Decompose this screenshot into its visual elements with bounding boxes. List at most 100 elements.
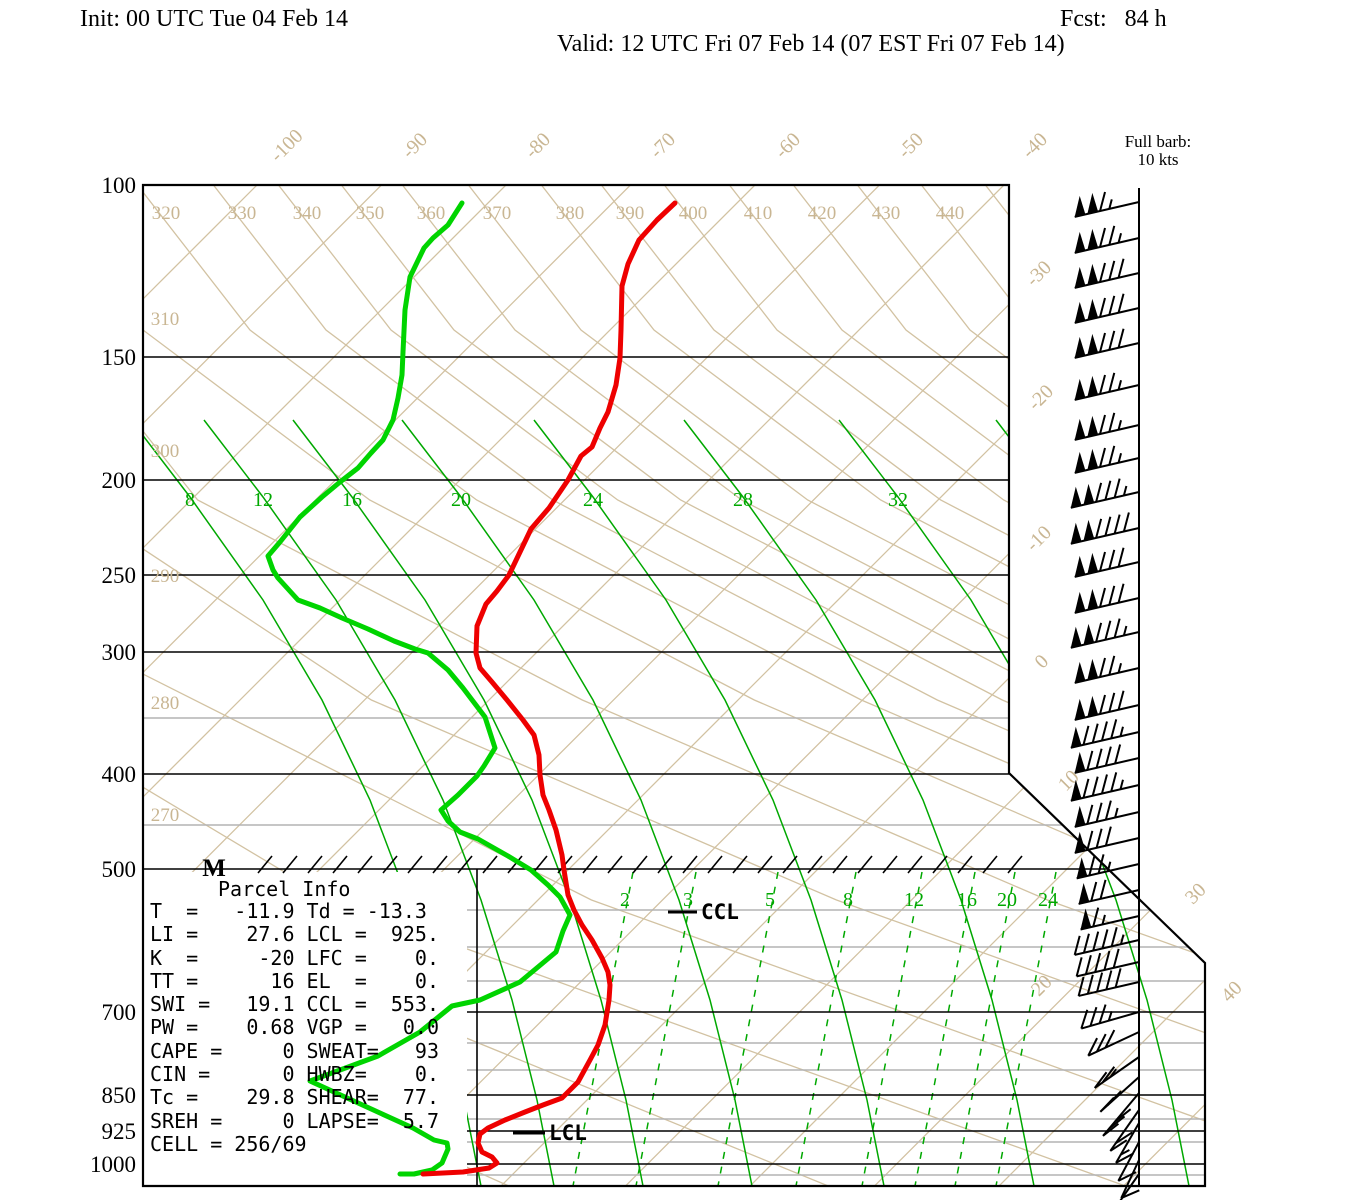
wind-barb <box>1087 1029 1140 1057</box>
wind-barb <box>1074 744 1140 774</box>
wind-barb <box>1070 478 1140 509</box>
forecast-hour-label: Fcst: 84 h <box>1060 6 1167 32</box>
dry-adiabat-label: 410 <box>744 203 773 224</box>
dry-adiabat-label: 330 <box>228 203 257 224</box>
dry-adiabat-label: 380 <box>556 203 585 224</box>
pressure-tick-label: 400 <box>102 762 137 787</box>
wind-barb <box>1074 547 1140 578</box>
isotherm-label: 20 <box>1027 971 1057 1001</box>
parcel-info-panel: Parcel Info T = -11.9 Td = -13.3 LI = 27… <box>150 878 480 1156</box>
isotherm-label: -60 <box>771 129 805 163</box>
wind-barb <box>1115 1122 1140 1164</box>
dry-adiabat-label: 420 <box>808 203 837 224</box>
dry-adiabat-label: 350 <box>356 203 385 224</box>
isotherm-label: 0 <box>1030 650 1053 673</box>
wind-barb <box>1074 412 1140 441</box>
wind-barb <box>1109 1109 1140 1152</box>
isotherm-label: -50 <box>894 129 928 163</box>
wind-barb <box>1077 968 1140 997</box>
dry-adiabat-label: 310 <box>151 309 180 330</box>
moist-adiabat-label: 16 <box>342 489 362 511</box>
barb-legend-line2: 10 kts <box>1137 150 1179 169</box>
dry-adiabat-label: 390 <box>616 203 645 224</box>
isotherm-label: -100 <box>266 125 307 166</box>
wind-barb <box>1074 328 1140 359</box>
isotherm-label: -10 <box>1022 522 1056 556</box>
isotherm-label: -30 <box>1022 257 1056 291</box>
wind-barb <box>1070 512 1140 545</box>
wind-barb <box>1074 826 1140 854</box>
mixing-ratio-label: 2 <box>620 889 630 911</box>
wind-barb <box>1070 772 1140 802</box>
moist-adiabat-label: 32 <box>888 489 908 511</box>
wind-barb <box>1074 258 1140 289</box>
mixing-ratio-label: 8 <box>843 889 853 911</box>
init-time-label: Init: 00 UTC Tue 04 Feb 14 <box>80 6 349 32</box>
moist-adiabat-label: 24 <box>583 489 603 511</box>
isotherm-label: 40 <box>1217 977 1247 1007</box>
wind-barb <box>1073 927 1140 956</box>
wind-barb <box>1074 372 1140 401</box>
dry-adiabat-label: 320 <box>152 203 181 224</box>
isotherm-label: -80 <box>521 129 555 163</box>
hatch-marks-500mb <box>257 855 1023 874</box>
pressure-tick-label: 300 <box>102 640 137 665</box>
mixing-ratio-label: 5 <box>765 889 775 911</box>
moist-adiabat-label: 12 <box>253 489 273 511</box>
dry-adiabat-label: 400 <box>679 203 708 224</box>
dry-adiabat-label: 430 <box>872 203 901 224</box>
wind-barb <box>1099 1076 1140 1113</box>
wind-barb <box>1074 583 1140 614</box>
dry-adiabat-label: 290 <box>151 566 180 587</box>
isotherm-label: -70 <box>646 129 680 163</box>
parcel-info-values: T = -11.9 Td = -13.3 LI = 27.6 LCL = 925… <box>150 899 439 1156</box>
level-markers: M CCL LCL <box>202 855 739 1145</box>
wind-barb-column <box>1070 188 1140 1200</box>
wind-barb <box>1074 690 1140 721</box>
wind-barb <box>1074 191 1140 218</box>
moist-adiabat-label: 28 <box>733 489 753 511</box>
ccl-marker: CCL <box>701 900 739 924</box>
dry-adiabat-label: 300 <box>151 441 180 462</box>
mixing-ratio-label: 24 <box>1038 889 1058 911</box>
wind-barb <box>1074 445 1140 474</box>
dry-adiabat-label: 270 <box>151 805 180 826</box>
pressure-tick-label: 925 <box>102 1119 137 1144</box>
wind-barb <box>1102 1092 1140 1137</box>
wind-barb <box>1074 655 1140 684</box>
dry-adiabat-label: 360 <box>417 203 446 224</box>
isotherm-label: -40 <box>1018 129 1052 163</box>
mixing-ratio-label: 16 <box>957 889 977 911</box>
mixing-ratio-label: 3 <box>683 889 693 911</box>
wind-barb <box>1078 879 1140 905</box>
wind-barb <box>1074 800 1140 828</box>
pressure-tick-label: 200 <box>102 468 137 493</box>
dewpoint-profile <box>265 200 573 1177</box>
wind-barb <box>1080 1004 1140 1030</box>
m-marker: M <box>202 855 226 882</box>
pressure-tick-label: 150 <box>102 345 137 370</box>
wind-barb <box>1070 719 1140 749</box>
pressure-tick-label: 700 <box>102 1000 137 1025</box>
lcl-marker: LCL <box>549 1121 587 1145</box>
moist-adiabat-label: 8 <box>185 489 195 511</box>
isotherm-label: -20 <box>1024 381 1058 415</box>
dry-adiabat-label: 440 <box>936 203 965 224</box>
pressure-tick-label: 850 <box>102 1083 137 1108</box>
valid-time-label: Valid: 12 UTC Fri 07 Feb 14 (07 EST Fri … <box>557 31 1065 57</box>
pressure-tick-label: 100 <box>102 173 137 198</box>
isotherm-label: -90 <box>398 129 432 163</box>
wind-barb <box>1075 948 1140 978</box>
plot-border <box>141 183 1207 1188</box>
wind-barb <box>1076 854 1140 880</box>
wind-barb <box>1074 293 1140 324</box>
moist-adiabat-label: 20 <box>451 489 471 511</box>
pressure-tick-label: 250 <box>102 563 137 588</box>
barb-legend: Full barb: 10 kts <box>1098 133 1218 169</box>
dry-adiabat-label: 280 <box>151 693 180 714</box>
mixing-ratio-label: 20 <box>997 889 1017 911</box>
wind-barb <box>1093 1056 1140 1089</box>
isotherm-label: 30 <box>1181 879 1211 909</box>
